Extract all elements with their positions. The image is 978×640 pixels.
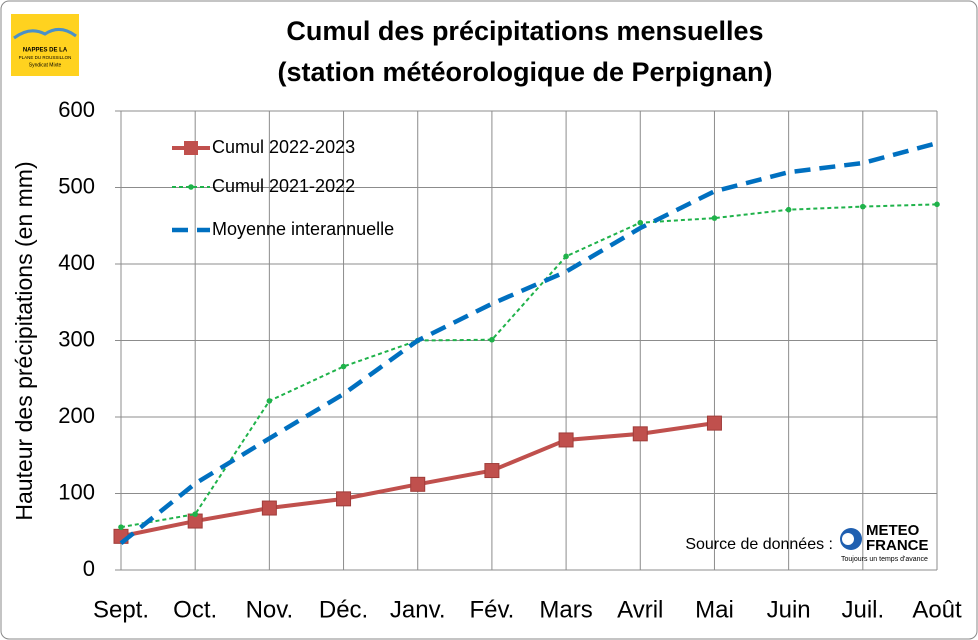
meteo-logo-tagline: Toujours un temps d'avance — [841, 556, 928, 563]
y-tick-label: 100 — [58, 479, 95, 504]
x-tick-label: Août — [912, 596, 962, 623]
x-tick-label: Juin — [767, 596, 811, 623]
x-tick-label: Déc. — [319, 596, 368, 623]
marker — [785, 206, 792, 213]
y-tick-label: 300 — [58, 326, 95, 351]
y-axis-label: Hauteur des précipitations (en mm) — [11, 161, 37, 520]
legend-label: Moyenne interannuelle — [212, 219, 394, 239]
x-tick-label: Juil. — [841, 596, 884, 623]
marker — [336, 491, 352, 507]
marker — [410, 476, 426, 492]
y-tick-label: 500 — [58, 173, 95, 198]
marker — [563, 253, 569, 260]
series-line — [120, 203, 938, 529]
meteo-logo-globe — [842, 533, 854, 545]
logo: NAPPES DE LA PLANE DU ROUSSILLON Syndica… — [11, 14, 79, 76]
legend-label: Cumul 2022-2023 — [212, 137, 355, 157]
marker — [637, 219, 644, 226]
x-tick-label: Mars — [539, 596, 592, 623]
plot: 0 100 200 300 400 500 600 Sept. Oct. Nov. Déc. Janv… — [58, 97, 962, 624]
marker — [261, 500, 277, 516]
marker — [192, 511, 198, 517]
chart-title: Cumul des précipitations mensuelles — [286, 16, 763, 46]
logo-wave — [13, 28, 77, 40]
x-tick-label: Nov. — [246, 596, 294, 623]
logo-text: PLANE DU ROUSSILLON — [19, 55, 72, 60]
y-tick-label: 600 — [58, 97, 95, 122]
x-tick-label: Avril — [617, 596, 663, 623]
logo-text: Syndicat Mixte — [29, 62, 62, 68]
y-tick-label: 200 — [58, 403, 95, 428]
x-tick-label: Janv. — [390, 596, 446, 623]
x-tick-label: Oct. — [173, 596, 217, 623]
series-line — [119, 140, 938, 545]
y-tick-label: 400 — [58, 250, 95, 275]
marker — [484, 463, 500, 479]
marker — [934, 201, 940, 208]
marker — [340, 363, 347, 370]
marker — [266, 398, 273, 404]
marker — [558, 432, 574, 448]
source-label: Source de données : — [685, 536, 833, 553]
legend-swatch — [184, 141, 198, 155]
y-tick-label: 0 — [83, 556, 95, 581]
logo-box — [11, 14, 79, 76]
x-tick-label: Mai — [695, 596, 734, 623]
marker — [711, 215, 718, 221]
meteo-logo-text: FRANCE — [866, 537, 929, 554]
logo-text: NAPPES DE LA — [23, 48, 68, 54]
legend-label: Cumul 2021-2022 — [212, 176, 355, 196]
meteo-logo-text: METEO — [866, 522, 920, 539]
chart-subtitle: (station météorologique de Perpignan) — [277, 57, 772, 87]
marker — [632, 426, 648, 442]
x-tick-label: Sept. — [93, 596, 149, 623]
marker — [860, 203, 866, 210]
x-tick-label: Fév. — [469, 596, 514, 623]
marker — [489, 336, 495, 343]
meteo-logo: METEO FRANCE Toujours un temps d'avance — [840, 522, 929, 563]
legend-swatch — [188, 184, 194, 190]
marker — [706, 415, 722, 431]
marker — [118, 524, 124, 530]
